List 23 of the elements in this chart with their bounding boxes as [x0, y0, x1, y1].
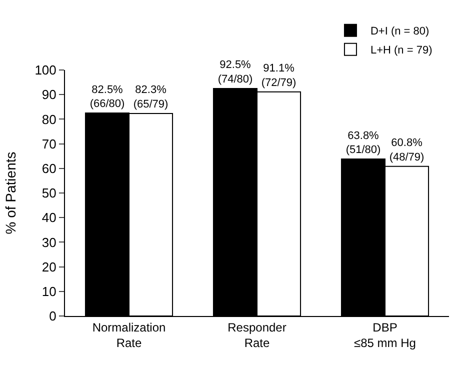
x-tick-label: DBP ≤85 mm Hg [354, 320, 416, 350]
y-tick-label: 80 [42, 112, 56, 127]
y-tick-label: 0 [49, 308, 56, 324]
legend-label: D+I (n = 80) [370, 26, 430, 38]
y-tick-label: 60 [42, 160, 56, 176]
y-axis-title: % of Patients [2, 152, 18, 234]
data-label: 91.1% (72/79) [261, 62, 296, 89]
data-label: 82.5% (66/80) [90, 84, 125, 110]
y-tick-label: 40 [42, 210, 56, 226]
y-tick-label: 100 [34, 62, 56, 78]
data-label: 63.8% (51/80) [346, 130, 381, 156]
legend-label: L+H (n = 79) [370, 44, 432, 57]
y-tick-label: 20 [42, 259, 56, 274]
y-tick-label: 70 [42, 136, 56, 152]
x-tick-label: Normalization Rate [92, 320, 166, 350]
data-label: 60.8% (48/79) [389, 137, 424, 164]
data-label: 82.3% (65/79) [133, 84, 168, 111]
y-tick-label: 30 [42, 234, 56, 250]
data-label: 92.5% (74/80) [218, 59, 253, 86]
y-tick-label: 10 [42, 284, 56, 299]
x-tick-label: Responder Rate [228, 320, 286, 350]
y-tick-label: 90 [42, 87, 56, 102]
y-tick-label: 50 [42, 186, 56, 201]
